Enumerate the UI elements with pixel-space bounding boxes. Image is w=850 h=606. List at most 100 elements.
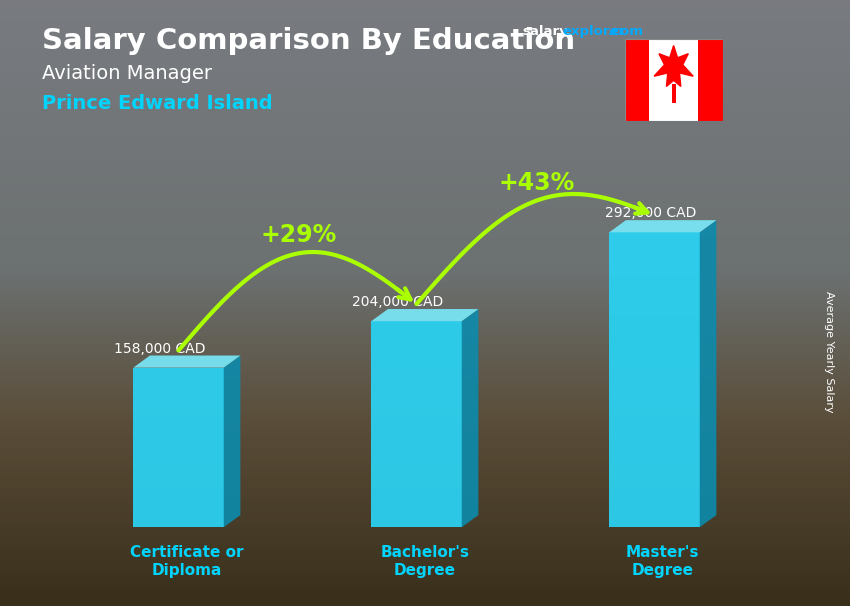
Bar [0,451,850,454]
Bar [0,194,850,197]
Bar [0,551,850,554]
Bar [0,103,850,106]
Bar [0,164,850,167]
Bar [698,39,722,121]
Bar [0,145,850,148]
Bar [0,48,850,52]
Bar [0,509,850,512]
Bar [0,364,850,367]
Bar [0,554,850,558]
Bar [0,358,850,361]
Bar [0,112,850,115]
Bar [0,536,850,539]
Bar [0,106,850,109]
Bar [0,397,850,400]
Bar [0,82,850,85]
Bar [0,27,850,30]
Bar [0,403,850,406]
Bar [0,139,850,142]
Bar [0,45,850,48]
Bar [0,209,850,212]
Bar [0,497,850,500]
Bar [0,579,850,582]
Bar [0,161,850,164]
Bar [0,230,850,233]
Bar [0,70,850,73]
Bar [0,291,850,294]
Bar [0,345,850,348]
Bar [0,342,850,345]
Bar [0,488,850,491]
Bar [0,221,850,224]
Bar [0,530,850,533]
Text: Certificate or
Diploma: Certificate or Diploma [130,545,244,578]
Bar [0,6,850,9]
Bar [0,306,850,309]
Bar [0,52,850,55]
Text: salary: salary [523,25,569,38]
Bar [0,573,850,576]
Bar [0,124,850,127]
Bar [672,84,676,103]
Bar [0,600,850,603]
Bar [0,297,850,300]
Bar [0,585,850,588]
Bar [0,148,850,152]
Bar [0,561,850,564]
Text: Prince Edward Island: Prince Edward Island [42,94,273,113]
Polygon shape [609,220,717,232]
Bar [0,30,850,33]
Bar [0,97,850,100]
Bar [0,42,850,45]
Bar [0,370,850,373]
Bar [0,442,850,445]
Bar [0,312,850,315]
Bar [0,373,850,376]
Bar [0,109,850,112]
Bar [0,533,850,536]
Bar [0,288,850,291]
Bar [0,24,850,27]
Bar [0,527,850,530]
Bar [0,282,850,285]
Bar [0,382,850,385]
Bar [0,464,850,467]
Bar [0,588,850,591]
Bar [0,424,850,427]
Bar [0,18,850,21]
Bar [0,91,850,94]
Bar [0,215,850,218]
Bar [0,303,850,306]
Bar [0,152,850,155]
Bar [0,333,850,336]
Bar [0,185,850,188]
Text: Bachelor's
Degree: Bachelor's Degree [380,545,469,578]
Bar [0,412,850,415]
Bar [0,245,850,248]
Bar [0,458,850,461]
Bar [0,445,850,448]
Polygon shape [462,309,479,527]
Bar [0,248,850,251]
Bar [0,191,850,194]
Bar [0,433,850,436]
Bar [0,521,850,524]
Bar [0,158,850,161]
Bar [0,264,850,267]
Bar [0,130,850,133]
Bar [0,133,850,136]
Bar [0,227,850,230]
Bar [0,218,850,221]
Bar [0,524,850,527]
Bar [0,251,850,255]
Bar [0,0,850,3]
Bar [0,55,850,58]
Bar [0,3,850,6]
Bar [0,73,850,76]
Bar [0,94,850,97]
Bar [0,421,850,424]
Bar [0,242,850,245]
Bar [0,58,850,61]
Bar [0,33,850,36]
Bar [0,118,850,121]
